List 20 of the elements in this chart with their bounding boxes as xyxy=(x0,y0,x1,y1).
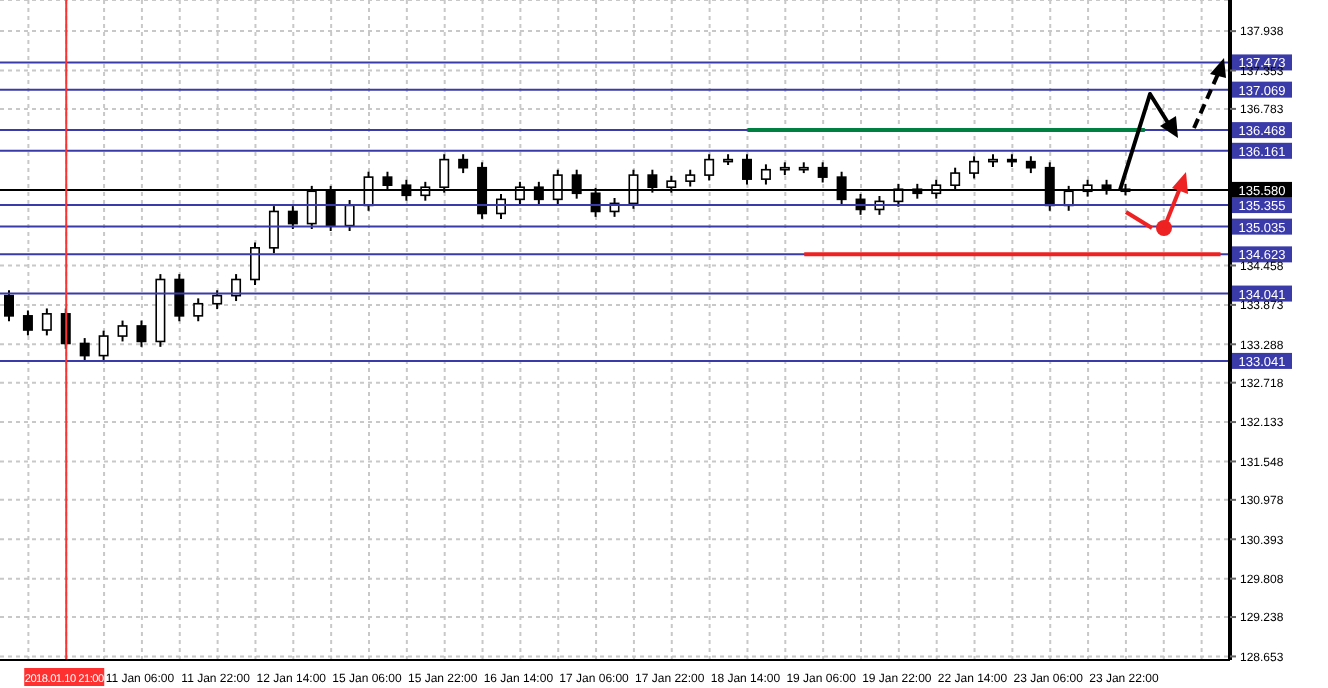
candlestick xyxy=(212,289,223,311)
candlestick xyxy=(760,163,771,186)
candlestick xyxy=(344,199,355,232)
candlestick xyxy=(742,153,752,186)
candlestick xyxy=(174,273,185,323)
candlestick xyxy=(22,309,33,337)
candlestick xyxy=(969,155,980,180)
candlestick xyxy=(117,319,128,343)
candlestick xyxy=(193,297,204,323)
candlestick xyxy=(704,153,715,182)
candlestick xyxy=(458,153,469,175)
candlestick xyxy=(268,205,279,255)
candlestick xyxy=(79,337,90,362)
candlestick xyxy=(41,307,52,337)
candlestick xyxy=(817,161,828,184)
candlestick xyxy=(4,289,14,323)
candlestick xyxy=(250,241,260,286)
candlestick xyxy=(287,205,298,230)
candlestick xyxy=(136,319,147,348)
candlestick xyxy=(98,329,109,362)
